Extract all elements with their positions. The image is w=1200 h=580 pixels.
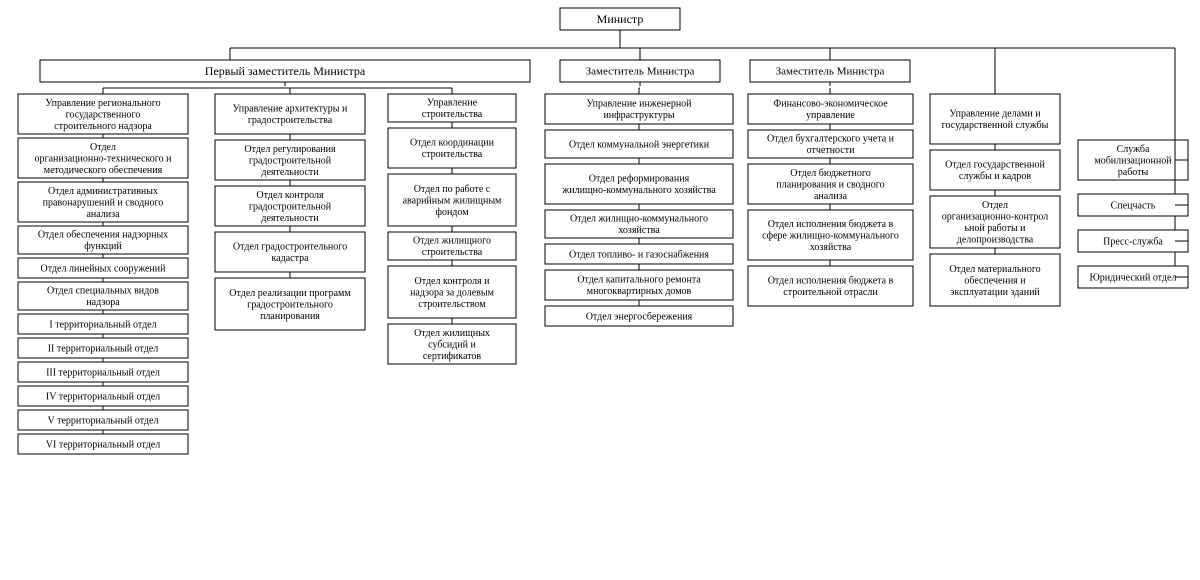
label-c5-2: Спецчасть [1111, 200, 1156, 211]
label-c1b-1: Управление архитектуры иградостроительст… [233, 104, 348, 127]
label-c5-4: Юридический отдел [1090, 272, 1177, 283]
org-chart: Министр Первый заместитель Министра Управл… [0, 0, 1200, 580]
label-c1a-9: III территориальный отдел [46, 367, 160, 378]
label-c2-7: Отдел энергосбережения [586, 311, 693, 322]
label-minister: Министр [597, 12, 644, 26]
label-deputy-1: Заместитель Министра [586, 66, 695, 78]
label-c3-5: Отдел исполнения бюджета встроительной о… [768, 276, 894, 299]
label-c1c-5: Отдел контроля инадзора за долевымстроит… [410, 276, 495, 310]
label-c1c-1: Управлениестроительства [422, 98, 483, 121]
label-c1a-8: II территориальный отдел [48, 343, 159, 354]
label-c1a-10: IV территориальный отдел [46, 391, 160, 402]
label-c1a-11: V территориальный отдел [48, 415, 159, 426]
label-c4-2: Отдел государственнойслужбы и кадров [945, 160, 1045, 183]
label-first-deputy: Первый заместитель Министра [205, 64, 366, 78]
label-c1a-5: Отдел линейных сооружений [41, 263, 167, 274]
label-c2-2: Отдел коммунальной энергетики [569, 139, 710, 150]
label-c1a-12: VI территориальный отдел [46, 439, 160, 450]
label-c1c-4: Отдел жилищногостроительства [413, 236, 491, 259]
label-c2-5: Отдел топливо- и газоснабжения [569, 249, 709, 260]
label-c4-1: Управление делами игосударственной служб… [942, 109, 1049, 132]
label-c1c-2: Отдел координациистроительства [410, 138, 495, 161]
label-c2-6: Отдел капитального ремонтамногоквартирны… [577, 275, 701, 298]
label-c5-3: Пресс-служба [1103, 236, 1163, 247]
label-c1a-7: I территориальный отдел [49, 319, 156, 330]
label-deputy-2: Заместитель Министра [776, 66, 885, 78]
